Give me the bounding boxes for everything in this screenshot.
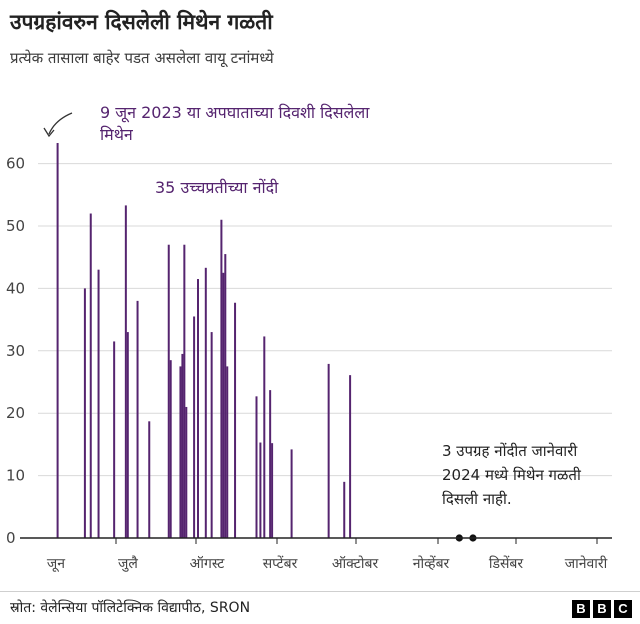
methane-bar	[181, 353, 184, 538]
x-tick-label: नोव्हेंबर	[413, 555, 450, 572]
methane-bar	[224, 254, 227, 538]
annotation-line: 35 उच्चप्रतीच्या नोंदी	[155, 178, 279, 197]
methane-bar	[56, 143, 59, 538]
methane-bar	[220, 219, 223, 538]
y-tick-label: 60	[6, 155, 25, 173]
methane-bar	[349, 375, 352, 538]
methane-bar	[226, 366, 229, 538]
x-tick-label: डिसेंबर	[489, 555, 524, 572]
annotations: 9 जून 2023 या अपघाताच्या दिवशी दिसलेला मि…	[43, 103, 582, 508]
methane-bar	[263, 336, 266, 538]
x-tick-label: जानेवारी	[565, 555, 608, 572]
y-tick-label: 20	[6, 404, 25, 422]
chart-title: उपग्रहांवरुन दिसलेली मिथेन गळती	[10, 10, 273, 34]
logo-letter: B	[572, 600, 590, 618]
methane-bar	[193, 316, 196, 538]
logo-letter: B	[593, 600, 611, 618]
annotation-arrow	[48, 112, 73, 135]
annotation-line: 9 जून 2023 या अपघाताच्या दिवशी दिसलेला	[100, 103, 370, 123]
annotation-text: 3 उपग्रह नोंदीत जानेवारी 2024 मध्ये मिथेन…	[442, 442, 582, 508]
logo-letter: C	[614, 600, 632, 618]
methane-bar	[327, 363, 330, 538]
methane-bar	[222, 272, 225, 538]
methane-bar	[148, 421, 151, 538]
methane-leak-chart: 0 10 20 30 40 50 60 जून जुलै ऑगस्ट सप्टेंबर ऑक्टोबर…	[6, 103, 612, 572]
methane-bar	[290, 449, 293, 538]
y-tick-label: 50	[6, 217, 25, 235]
methane-bar	[183, 244, 186, 538]
bars	[56, 143, 477, 542]
methane-bar	[210, 332, 213, 538]
footer-divider	[0, 591, 640, 592]
y-tick-label: 40	[6, 279, 25, 297]
methane-bar	[259, 442, 262, 538]
methane-bar	[255, 396, 258, 538]
methane-bar	[169, 360, 172, 538]
chart-subtitle: प्रत्येक तासाला बाहेर पडत असलेला वायू टन…	[10, 49, 274, 67]
methane-bar	[113, 341, 116, 538]
methane-bar	[126, 332, 129, 538]
methane-bar	[269, 390, 272, 538]
x-tick-label: जून	[47, 556, 65, 572]
methane-bar	[204, 267, 207, 538]
methane-bar	[97, 269, 100, 538]
x-tick-label: जुलै	[118, 555, 138, 572]
source-note: स्रोत: वेलेन्सिया पॉलिटेक्निक विद्यापीठ,…	[10, 600, 251, 616]
annotation-line: 3 उपग्रह नोंदीत जानेवारी	[442, 442, 578, 460]
methane-bar	[167, 244, 170, 538]
x-tick-label: सप्टेंबर	[263, 555, 298, 572]
x-tick-label: ऑक्टोबर	[332, 555, 379, 572]
methane-bar	[124, 205, 127, 538]
methane-bar	[89, 213, 92, 538]
methane-bar	[83, 288, 86, 538]
methane-bar	[343, 481, 346, 538]
annotation-line: दिसली नाही.	[442, 490, 512, 508]
annotation-line: 2024 मध्ये मिथेन गळती	[442, 466, 582, 484]
methane-bar	[136, 300, 139, 538]
axes: 0 10 20 30 40 50 60 जून जुलै ऑगस्ट सप्टेंबर ऑक्टोबर…	[6, 155, 612, 572]
methane-bar	[185, 406, 188, 538]
annotation-text: 35 उच्चप्रतीच्या नोंदी	[155, 178, 279, 197]
methane-bar	[197, 279, 199, 538]
y-tick-label: 30	[6, 342, 25, 360]
methane-bar	[234, 302, 237, 538]
annotation-text: 9 जून 2023 या अपघाताच्या दिवशी दिसलेला मि…	[100, 103, 370, 144]
annotation-line: मिथेन	[100, 125, 134, 144]
y-tick-label: 0	[6, 529, 16, 547]
methane-bar	[271, 443, 274, 538]
bbc-logo: B B C	[572, 600, 632, 618]
x-tick-label: ऑगस्ट	[190, 555, 226, 572]
y-tick-label: 10	[6, 467, 25, 485]
methane-bar	[179, 366, 182, 538]
gridlines	[38, 163, 612, 477]
annotation-arrowhead	[43, 127, 55, 138]
